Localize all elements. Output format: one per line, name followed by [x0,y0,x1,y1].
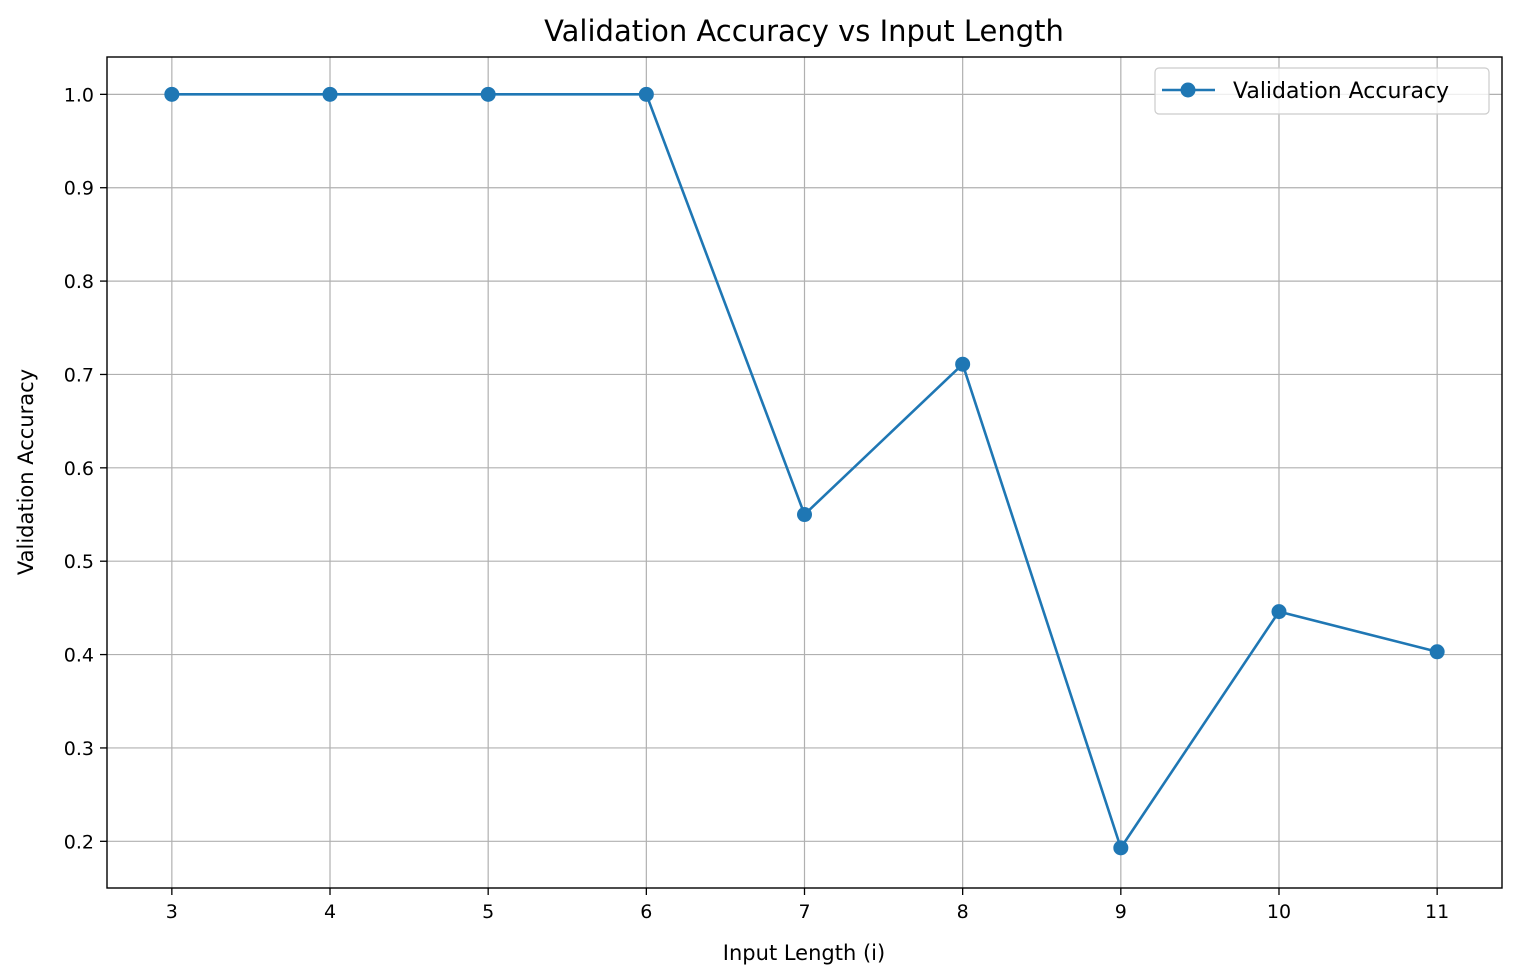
x-tick-label: 6 [640,901,652,923]
x-tick-label: 11 [1425,901,1449,923]
data-point [797,507,812,523]
data-point [480,86,496,102]
legend-marker [1180,82,1196,98]
y-tick-label: 0.3 [64,738,94,760]
x-tick-label: 5 [482,901,494,923]
data-point [322,86,338,102]
data-point [164,86,180,102]
y-axis-ticks: 0.2 0.3 0.4 0.5 0.6 0.7 0.8 0.9 1.0 [64,84,107,853]
data-point [1113,840,1129,856]
y-tick-label: 1.0 [64,84,94,106]
series-lines [164,86,1445,856]
x-tick-label: 3 [166,901,178,923]
x-axis-label: Input Length (i) [723,941,885,965]
y-tick-label: 0.6 [64,458,94,480]
y-tick-label: 0.8 [64,271,94,293]
x-tick-label: 4 [324,901,336,923]
data-point [1271,604,1287,620]
x-tick-label: 8 [957,901,969,923]
y-tick-label: 0.2 [64,831,94,853]
y-tick-label: 0.7 [64,364,94,386]
legend-label: Validation Accuracy [1233,79,1449,104]
grid-lines [107,57,1502,888]
legend-box [1154,67,1490,115]
y-axis-label: Validation Accuracy [14,369,38,575]
x-tick-label: 9 [1115,901,1127,923]
x-tick-label: 10 [1267,901,1291,923]
legend: Validation Accuracy [1154,67,1490,115]
y-tick-label: 0.9 [64,178,94,200]
y-tick-label: 0.5 [64,551,94,573]
data-point [638,86,654,102]
y-tick-label: 0.4 [64,645,94,667]
data-point [1429,644,1445,660]
x-axis-ticks: 3 4 5 6 7 8 9 10 11 [166,888,1449,923]
data-point [955,356,971,372]
x-tick-label: 7 [798,901,810,923]
chart-title: Validation Accuracy vs Input Length [544,14,1064,48]
